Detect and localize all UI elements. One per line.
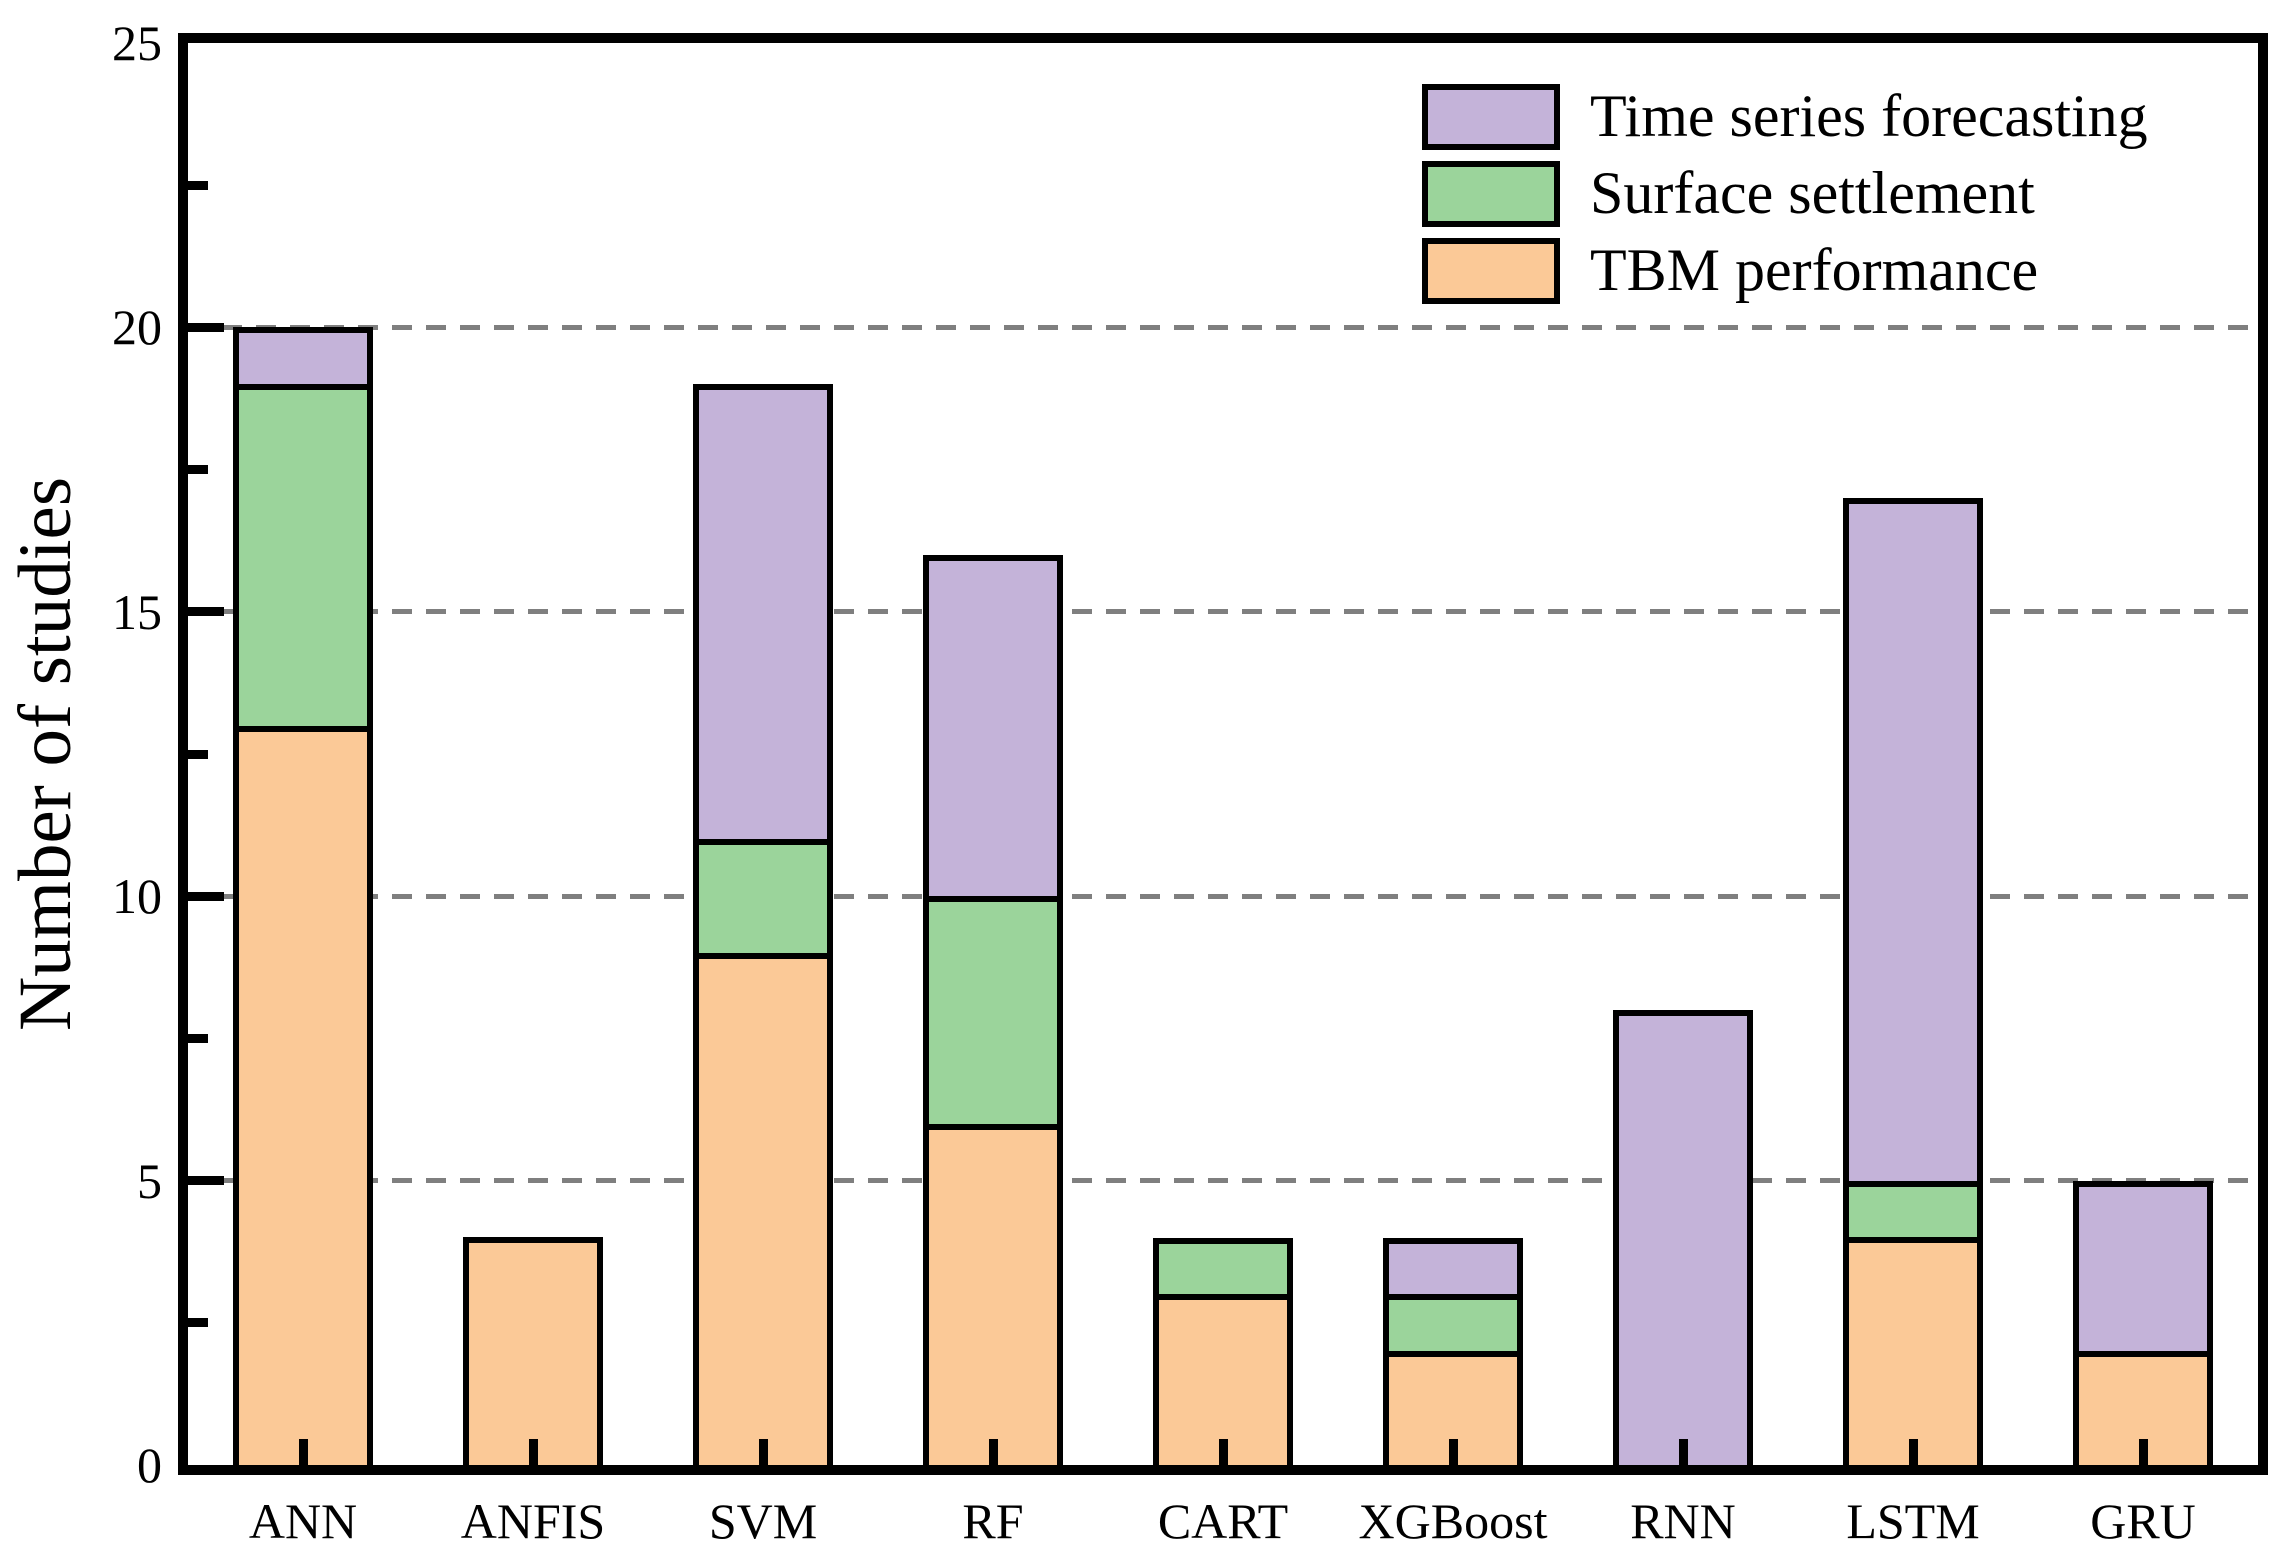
y-minor-tick <box>188 465 208 475</box>
x-tick-anfis <box>528 1439 538 1465</box>
x-tick-label-rnn: RNN <box>1630 1493 1736 1549</box>
plot-area: Time series forecasting Surface settlemen… <box>178 33 2268 1475</box>
x-tick-rf <box>988 1439 998 1465</box>
gridline-y-15 <box>188 609 2258 615</box>
bar-segment-rf <box>923 554 1063 897</box>
legend-label: Surface settlement <box>1590 160 2035 226</box>
bar-segment-cart <box>1153 1294 1293 1465</box>
bar-segment-anfis <box>463 1237 603 1465</box>
y-tick-label: 5 <box>137 1152 162 1209</box>
bar-segment-rnn <box>1613 1009 1753 1465</box>
gridline-y-5 <box>188 1178 2258 1184</box>
x-tick-svm <box>758 1439 768 1465</box>
x-tick-xgboost <box>1448 1439 1458 1465</box>
bar-segment-svm <box>693 953 833 1465</box>
y-tick-label: 20 <box>112 299 162 356</box>
x-tick-label-lstm: LSTM <box>1846 1493 1980 1549</box>
x-tick-label-xgboost: XGBoost <box>1358 1493 1548 1549</box>
x-tick-label-anfis: ANFIS <box>460 1493 606 1549</box>
y-minor-tick <box>188 1033 208 1043</box>
x-tick-gru <box>2138 1439 2148 1465</box>
y-minor-tick <box>188 180 208 190</box>
x-tick-label-cart: CART <box>1157 1493 1289 1549</box>
bar-segment-rf <box>923 1123 1063 1465</box>
legend-label: Time series forecasting <box>1590 83 2148 149</box>
y-tick-label: 10 <box>112 868 162 925</box>
bar-segment-gru <box>2073 1351 2213 1465</box>
y-major-tick <box>188 607 224 617</box>
gridline-y-10 <box>188 893 2258 899</box>
x-tick-ann <box>298 1439 308 1465</box>
bar-segment-xgboost <box>1383 1237 1523 1295</box>
y-minor-tick <box>188 749 208 759</box>
x-tick-label-svm: SVM <box>708 1493 818 1549</box>
x-tick-label-ann: ANN <box>248 1493 358 1549</box>
bar-segment-ann <box>233 725 373 1465</box>
y-major-tick <box>188 322 224 332</box>
y-tick-label: 0 <box>137 1437 162 1493</box>
y-major-tick <box>188 1176 224 1186</box>
bar-segment-gru <box>2073 1180 2213 1352</box>
bar-segment-lstm <box>1843 498 1983 1181</box>
bar-segment-lstm <box>1843 1180 1983 1238</box>
bar-segment-svm <box>693 384 833 840</box>
y-axis-title: Number of studies <box>4 476 87 1032</box>
bar-segment-xgboost <box>1383 1294 1523 1352</box>
bar-segment-svm <box>693 839 833 954</box>
y-major-tick <box>188 891 224 901</box>
bar-segment-lstm <box>1843 1237 1983 1465</box>
plot-inner: Time series forecasting Surface settlemen… <box>188 43 2258 1465</box>
x-tick-cart <box>1218 1439 1228 1465</box>
bar-segment-cart <box>1153 1237 1293 1295</box>
legend-swatch-time <box>1422 84 1560 150</box>
y-tick-label: 15 <box>112 583 162 640</box>
x-tick-label-rf: RF <box>962 1493 1024 1549</box>
x-tick-rnn <box>1678 1439 1688 1465</box>
x-tick-label-gru: GRU <box>2090 1493 2196 1549</box>
bar-segment-ann <box>233 384 373 726</box>
x-tick-lstm <box>1908 1439 1918 1465</box>
gridline-y-20 <box>188 324 2258 330</box>
legend-swatch-tbm <box>1422 238 1560 304</box>
y-tick-label: 25 <box>112 15 162 71</box>
legend-label: TBM performance <box>1590 237 2039 303</box>
y-minor-tick <box>188 1318 208 1328</box>
bar-segment-rf <box>923 896 1063 1124</box>
bar-segment-ann <box>233 327 373 385</box>
legend-swatch-surface <box>1422 161 1560 227</box>
